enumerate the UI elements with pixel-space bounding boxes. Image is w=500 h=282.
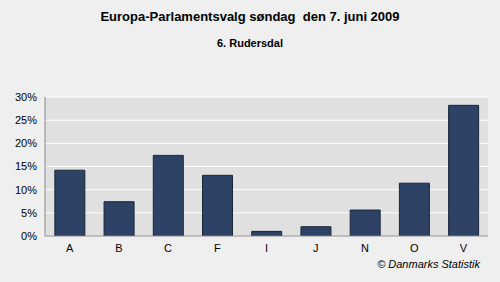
html-text:© Danmarks Statistik: © Danmarks Statistik (377, 258, 480, 270)
svg-text:A: A (66, 242, 74, 254)
svg-text:J: J (313, 242, 319, 254)
svg-text:C: C (164, 242, 172, 254)
svg-text:I: I (265, 242, 268, 254)
svg-text:F: F (214, 242, 221, 254)
svg-text:N: N (361, 242, 369, 254)
svg-text:20%: 20% (15, 137, 37, 149)
svg-text:30%: 30% (15, 91, 37, 103)
svg-text:5%: 5% (21, 207, 37, 219)
svg-text:15%: 15% (15, 160, 37, 172)
svg-text:10%: 10% (15, 184, 37, 196)
svg-text:O: O (410, 242, 419, 254)
html-text:Europa-Parlamentsvalg søndag d: Europa-Parlamentsvalg søndag den 7. juni… (100, 9, 400, 24)
svg-text:25%: 25% (15, 114, 37, 126)
svg-text:B: B (115, 242, 122, 254)
svg-text:V: V (460, 242, 468, 254)
html-text:6. Rudersdal: 6. Rudersdal (217, 37, 283, 49)
svg-text:0%: 0% (21, 230, 37, 242)
